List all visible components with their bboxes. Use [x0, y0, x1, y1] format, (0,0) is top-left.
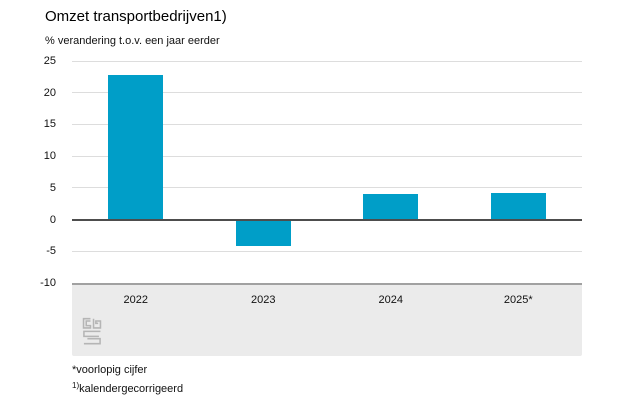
- y-tick-label: -10: [40, 277, 56, 289]
- plot-area: [72, 60, 582, 283]
- y-tick-label: 25: [43, 55, 56, 67]
- y-tick-label: -5: [46, 245, 56, 258]
- bar-2023[interactable]: [235, 219, 291, 247]
- y-tick-label: 0: [49, 213, 56, 226]
- footnote-line1-text: *voorlopig cijfer: [72, 364, 148, 376]
- gridline: [72, 155, 582, 157]
- x-tick-label: 2025*: [503, 294, 533, 306]
- y-tick-label: 5: [49, 181, 56, 194]
- chart-title: Omzet transportbedrijven1): [45, 8, 227, 25]
- bar-2024[interactable]: [363, 194, 419, 220]
- zero-line: [72, 218, 582, 221]
- footnotes: *voorlopig cijfer 1)kalendergecorrigeerd: [72, 363, 183, 397]
- x-tick-label: 2022: [123, 294, 148, 306]
- chart-subtitle: % verandering t.o.v. een jaar eerder: [45, 35, 220, 47]
- footnote-kalendergecorrigeerd: 1)kalendergecorrigeerd: [72, 378, 183, 397]
- x-axis-band: 2022 2023 2024 2025*: [72, 283, 582, 356]
- footnote-line2-marker: 1): [72, 381, 80, 390]
- y-tick-label: 15: [43, 118, 56, 131]
- x-tick-label: 2023: [251, 294, 276, 306]
- bar-2022[interactable]: [108, 74, 164, 220]
- y-axis: 25 20 15 10 5 0 -5 -10: [0, 55, 56, 289]
- cbs-logo-icon: [82, 317, 102, 345]
- footnote-line2-text: kalendergecorrigeerd: [79, 383, 184, 395]
- y-tick-label: 10: [43, 150, 56, 163]
- gridline: [72, 60, 582, 62]
- y-tick-label: 20: [43, 86, 56, 99]
- gridline: [72, 123, 582, 125]
- gridline: [72, 187, 582, 189]
- gridline: [72, 250, 582, 252]
- bar-2025*[interactable]: [490, 192, 546, 220]
- x-tick-label: 2024: [378, 294, 403, 306]
- cbs-logo: [82, 317, 102, 345]
- footnote-voorlopig-cijfer: *voorlopig cijfer: [72, 363, 183, 378]
- gridline: [72, 92, 582, 94]
